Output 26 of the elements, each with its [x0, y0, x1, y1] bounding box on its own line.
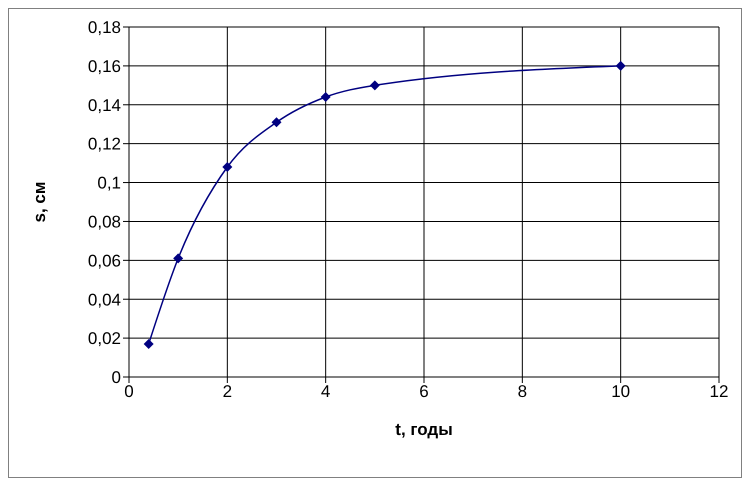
x-tick-label: 2 — [222, 382, 232, 402]
point — [222, 162, 232, 172]
y-tick-label: 0,16 — [88, 56, 121, 76]
point — [320, 92, 331, 102]
x-axis-title: t, годы — [395, 420, 453, 439]
x-tick-label: 4 — [320, 382, 330, 402]
x-tick-label: 6 — [419, 382, 429, 402]
y-tick-label: 0,06 — [88, 251, 121, 270]
x-tick-label: 0 — [124, 382, 134, 402]
y-tick-label: 0,04 — [88, 290, 121, 310]
y-axis-title: s, см — [30, 182, 50, 222]
point — [272, 117, 282, 128]
point — [370, 80, 380, 90]
x-tick-label: 10 — [611, 382, 630, 402]
point — [144, 338, 154, 349]
point — [173, 253, 184, 264]
x-tick-label: 8 — [518, 382, 528, 402]
y-tick-label: 0,1 — [97, 174, 121, 193]
y-tick-label: 0,14 — [88, 96, 121, 115]
y-tick-label: 0,12 — [88, 134, 121, 154]
y-tick-label: 0 — [112, 368, 121, 388]
x-tick-label: 12 — [710, 382, 728, 402]
y-tick-label: 0,08 — [88, 212, 121, 232]
y-tick-label: 0,18 — [88, 18, 121, 38]
y-tick-label: 0,02 — [88, 329, 121, 348]
point — [616, 60, 626, 71]
